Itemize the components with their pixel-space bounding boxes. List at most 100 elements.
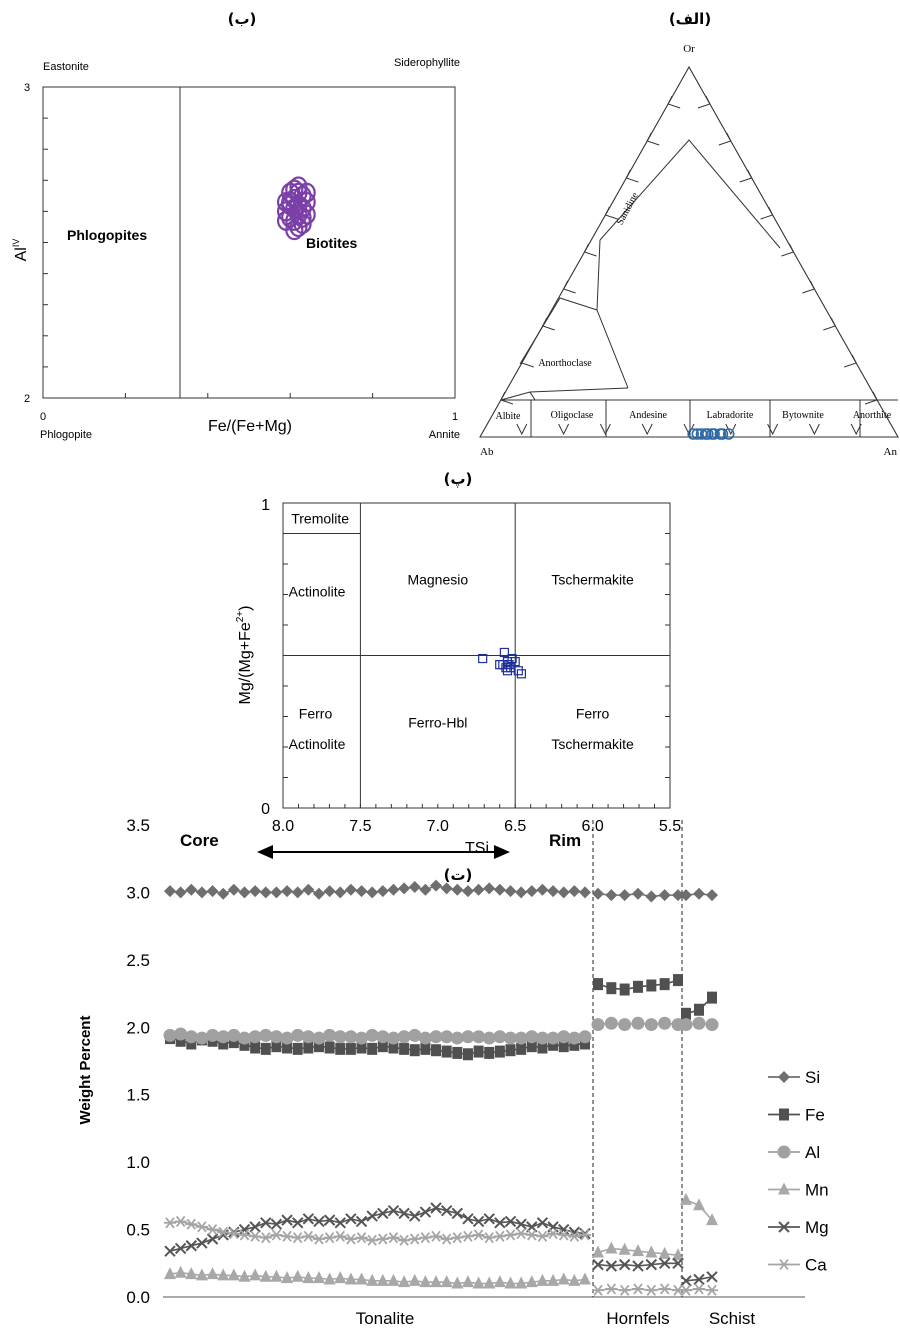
x-tick-label: 7.5 <box>349 818 371 835</box>
amphibole-point <box>495 660 505 670</box>
si-marker <box>376 885 389 898</box>
amphibole-field-labels: Tremolite Actinolite Magnesio Tschermakite F… <box>289 510 634 752</box>
field-label-sanidine: Sanidine <box>615 190 641 227</box>
mg-marker <box>536 1217 549 1229</box>
mg-marker <box>366 1210 378 1222</box>
si-marker <box>312 887 325 900</box>
ternary-tick <box>541 317 555 331</box>
mg-marker <box>409 1210 421 1222</box>
biotite-point <box>293 207 312 228</box>
al-marker <box>280 1031 294 1045</box>
ca-marker <box>646 1284 657 1296</box>
al-marker <box>604 1016 618 1030</box>
al-marker <box>195 1031 209 1045</box>
mn-marker <box>483 1276 496 1289</box>
ca-marker <box>473 1229 484 1241</box>
field-label: Actinolite <box>289 736 346 752</box>
si-marker <box>355 885 368 898</box>
svg-text:Mg/(Mg+Fe2+): Mg/(Mg+Fe2+) <box>235 606 254 705</box>
ca-marker <box>580 1229 590 1241</box>
mg-marker <box>440 1204 453 1217</box>
mn-marker <box>344 1272 357 1285</box>
ca-marker <box>388 1232 399 1244</box>
x-tick-label: 5.5 <box>659 818 681 835</box>
si-marker <box>238 886 251 899</box>
mn-marker <box>632 1244 644 1257</box>
si-marker <box>334 886 347 899</box>
mg-marker <box>398 1207 410 1220</box>
biotite-point <box>285 179 304 200</box>
mn-marker <box>387 1273 400 1286</box>
mg-marker <box>645 1258 658 1271</box>
si-marker <box>398 882 411 895</box>
ternary-tick <box>641 423 653 436</box>
svg-text:Weight Percent: Weight Percent <box>77 1016 94 1125</box>
fe-marker <box>292 1042 303 1055</box>
amphibole-x-tick-labels: 8.0 7.5 7.0 6.5 6.0 5.5 <box>272 818 681 835</box>
fe-marker <box>681 1007 691 1020</box>
al-marker <box>333 1030 347 1044</box>
field-label-anorthite: Anorthite <box>853 410 892 421</box>
mg-marker <box>672 1257 684 1269</box>
amphibole-point <box>498 660 508 670</box>
al-marker <box>692 1016 706 1030</box>
mn-marker <box>515 1276 528 1289</box>
fe-marker <box>548 1038 559 1051</box>
al-marker <box>525 1030 539 1044</box>
ternary-tick <box>802 280 816 294</box>
legend-label: Al <box>805 1143 820 1162</box>
ca-marker <box>282 1230 292 1242</box>
amphibole-point <box>516 669 526 679</box>
al-marker <box>418 1031 432 1045</box>
si-marker <box>547 885 560 898</box>
fe-marker <box>175 1034 186 1047</box>
al-marker <box>269 1030 283 1044</box>
mg-marker <box>334 1217 346 1229</box>
ternary-tick <box>683 423 695 436</box>
mn-marker <box>366 1273 379 1286</box>
si-marker <box>419 883 432 896</box>
fe-marker <box>399 1042 410 1055</box>
series-line <box>169 1037 586 1056</box>
ca-marker <box>207 1224 218 1236</box>
ternary-tick <box>718 132 732 146</box>
mg-marker <box>483 1213 495 1225</box>
mn-marker <box>525 1275 538 1288</box>
mn-marker <box>227 1268 240 1281</box>
ternary-tick <box>823 317 837 331</box>
al-marker <box>397 1030 411 1044</box>
mn-marker <box>206 1267 219 1280</box>
mg-marker <box>472 1215 485 1228</box>
al-marker <box>355 1031 369 1045</box>
mn-marker <box>672 1248 684 1261</box>
feldspar-point <box>716 428 729 440</box>
ternary-tick <box>646 132 660 146</box>
mg-marker <box>270 1218 283 1230</box>
legend-item-fe: Fe <box>768 1106 825 1125</box>
chart-feldspar-ternary: Or Ab An Sanidine Anorthoclase Albite Ol… <box>479 43 899 458</box>
fe-marker <box>356 1041 367 1054</box>
al-marker <box>535 1031 549 1045</box>
corner-label-annite: Annite <box>429 429 460 441</box>
mg-marker <box>605 1260 618 1272</box>
fe-marker <box>271 1040 282 1053</box>
x-tick-label: 6.5 <box>504 818 526 835</box>
mn-marker <box>376 1273 389 1286</box>
si-marker <box>344 883 357 896</box>
al-marker <box>631 1016 645 1030</box>
ternary-tick <box>667 95 681 109</box>
ca-marker <box>239 1229 250 1241</box>
si-marker <box>461 885 474 898</box>
si-marker <box>579 886 591 899</box>
si-marker <box>408 881 421 894</box>
al-marker <box>644 1018 658 1032</box>
ca-marker <box>261 1232 271 1244</box>
field-label-biotites: Biotites <box>306 235 358 251</box>
ca-marker <box>537 1230 548 1242</box>
ca-marker <box>292 1232 303 1244</box>
apex-label-an: An <box>884 446 898 458</box>
mg-marker <box>345 1213 357 1225</box>
ternary-tick <box>725 423 737 436</box>
fe-marker <box>526 1040 537 1053</box>
legend-item-al: Al <box>768 1143 820 1162</box>
